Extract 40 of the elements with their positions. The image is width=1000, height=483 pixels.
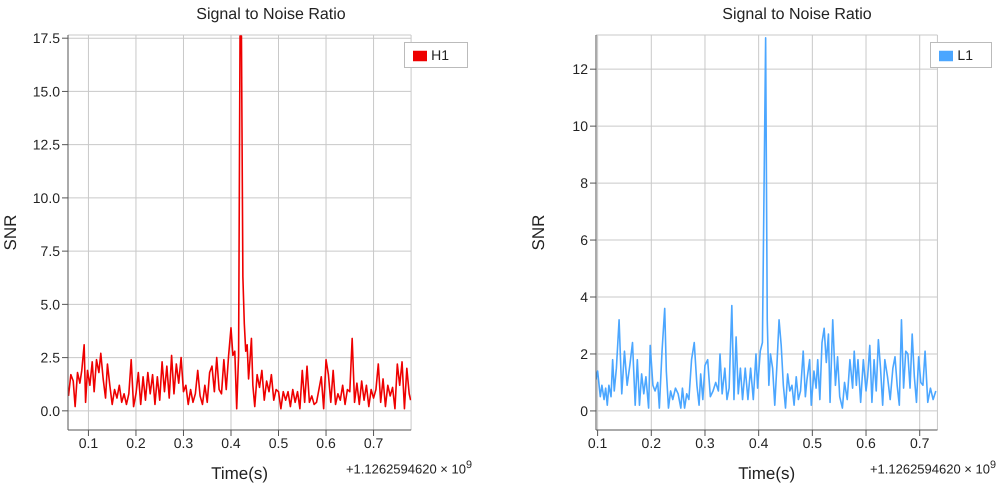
chart-title: Signal to Noise Ratio [721, 6, 873, 24]
x-tick-label: 0.3 [174, 434, 194, 451]
x-tick-label: 0.2 [642, 434, 662, 451]
x-tick-label: 0.7 [364, 434, 384, 451]
legend-label: L1 [957, 47, 973, 63]
text: +1.1262594620 × 10$^{9}$ [346, 459, 472, 476]
line-series [596, 37, 937, 409]
y-tick-label: 12 [572, 61, 588, 78]
x-tick-label: 0.7 [910, 434, 930, 451]
y-tick-label: 15.0 [32, 83, 60, 100]
y-tick-label: 4 [580, 288, 588, 305]
y-axis-title: SNR [529, 214, 548, 250]
x-axis-title: Time(s) [738, 464, 796, 483]
y-tick-label: 0 [580, 402, 588, 419]
y-tick-label: 10.0 [32, 190, 60, 206]
y-axis-title: SNR [1, 214, 20, 250]
y-tick-label: 2 [580, 346, 588, 362]
x-tick-label: 0.1 [78, 434, 98, 451]
y-tick-label: 0.0 [40, 402, 60, 419]
x-tick-label: 0.4 [748, 434, 769, 451]
x-tick-label: 0.1 [588, 434, 608, 451]
y-tick-label: 17.5 [32, 30, 60, 46]
legend-label: H1 [431, 47, 449, 63]
y-tick-label: 10 [572, 118, 588, 134]
x-tick-label: 0.3 [695, 434, 715, 451]
x-tick-label: 0.5 [802, 434, 822, 451]
y-tick-label: 5.0 [40, 296, 60, 312]
y-tick-label: 6 [580, 232, 588, 248]
x-tick-label: 0.4 [221, 434, 241, 451]
y-tick-label: 2.5 [40, 350, 60, 366]
x-tick-label: 0.6 [856, 434, 876, 451]
chart-title: Signal to Noise Ratio [195, 6, 347, 24]
x-axis-title: Time(s) [211, 464, 268, 483]
x-tick-label: 0.2 [126, 434, 146, 451]
y-tick-label: 7.5 [40, 243, 60, 260]
x-tick-label: 0.6 [316, 434, 336, 451]
y-tick-label: 12.5 [32, 136, 60, 153]
y-tick-label: 8 [580, 175, 588, 192]
text: +1.1262594620 × 10$^{9}$ [870, 459, 996, 476]
x-tick-label: 0.5 [268, 434, 288, 451]
